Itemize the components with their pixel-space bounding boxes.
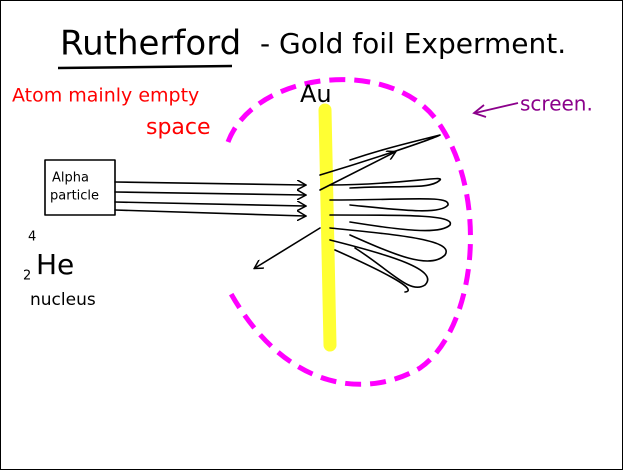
source-label: particle: [50, 189, 99, 204]
screen-label: screen.: [520, 92, 593, 116]
gold-foil: [325, 110, 330, 345]
element-symbol: He: [36, 248, 74, 281]
source-label: Alpha: [52, 171, 89, 186]
atomic-number: 2: [23, 269, 31, 284]
note-line: Atom mainly empty: [12, 85, 199, 107]
subtitle: - Gold foil Experment.: [260, 27, 566, 60]
frame: [1, 1, 623, 470]
note-line: space: [146, 115, 211, 140]
nucleus-caption: nucleus: [30, 290, 96, 310]
title: Rutherford: [60, 24, 241, 64]
whiteboard: Rutherford - Gold foil Experment. Atom m…: [0, 0, 623, 470]
mass-number: 4: [28, 230, 36, 245]
foil-label: Au: [300, 80, 332, 108]
